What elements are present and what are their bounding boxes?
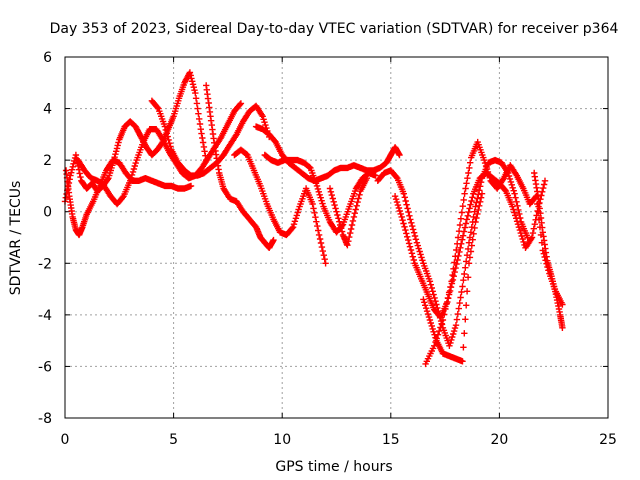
- plus-markers: [326, 175, 371, 249]
- series-sat-f: [252, 123, 403, 184]
- x-axis-label: GPS time / hours: [275, 459, 392, 475]
- plus-markers: [252, 123, 403, 184]
- y-tick-label: -8: [38, 411, 52, 427]
- y-tick-labels: -8 -6 -4 -2 0 2 4 6: [38, 50, 52, 427]
- plus-markers: [374, 156, 531, 349]
- x-tick-label: 5: [169, 432, 178, 448]
- chart-title: Day 353 of 2023, Sidereal Day-to-day VTE…: [50, 21, 619, 37]
- series-sat-m: [531, 169, 566, 331]
- x-tick-label: 15: [382, 432, 400, 448]
- series-sat-n: [326, 175, 371, 249]
- y-tick-label: 2: [43, 153, 52, 169]
- x-tick-label: 0: [61, 432, 70, 448]
- plus-markers: [74, 100, 245, 208]
- y-tick-label: -6: [38, 359, 52, 375]
- data-series: [61, 69, 566, 368]
- plot-frame: [64, 56, 609, 419]
- y-tick-label: -4: [38, 308, 52, 324]
- y-axis-label: SDTVAR / TECUs: [8, 181, 24, 296]
- y-tick-label: -2: [38, 256, 52, 272]
- series-sat-b: [62, 156, 195, 239]
- x-tick-label: 25: [599, 432, 617, 448]
- plus-markers: [62, 156, 195, 239]
- series-sat-e: [203, 82, 277, 251]
- x-tick-labels: 0 5 10 15 20 25: [61, 432, 617, 448]
- series-sat-i: [374, 156, 531, 349]
- plus-markers: [203, 82, 277, 251]
- series-sat-c: [74, 100, 245, 208]
- grid-lines: [65, 57, 608, 418]
- y-tick-label: 6: [43, 50, 52, 66]
- y-tick-label: 4: [43, 102, 52, 118]
- plus-markers: [231, 146, 329, 267]
- plus-markers: [531, 169, 566, 331]
- series-sat-h: [231, 146, 329, 267]
- x-tick-label: 20: [490, 432, 508, 448]
- y-tick-label: 0: [43, 205, 52, 221]
- x-tick-label: 10: [273, 432, 291, 448]
